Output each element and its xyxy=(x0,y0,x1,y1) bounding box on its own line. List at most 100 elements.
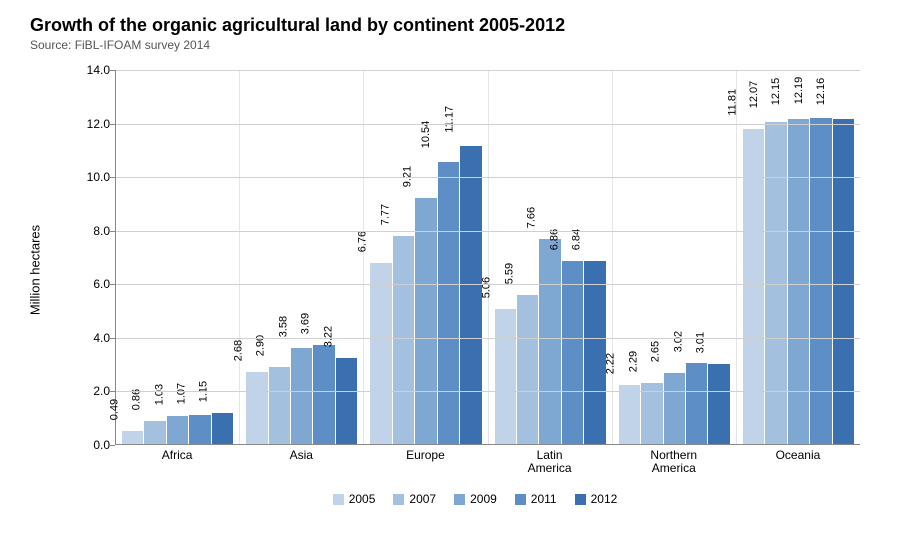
bar: 2.68 xyxy=(246,372,267,444)
bar-value-label: 2.22 xyxy=(605,353,617,374)
legend-swatch xyxy=(393,494,404,505)
bar: 1.07 xyxy=(189,415,210,444)
legend-label: 2007 xyxy=(409,492,436,506)
bar: 9.21 xyxy=(415,198,436,444)
bar: 5.59 xyxy=(517,295,538,444)
bar: 6.86 xyxy=(562,261,583,444)
bar: 12.16 xyxy=(833,119,854,444)
bar: 0.86 xyxy=(144,421,165,444)
bar-value-label: 3.01 xyxy=(694,331,706,352)
bar-value-label: 12.07 xyxy=(748,80,760,108)
bar-value-label: 11.81 xyxy=(726,88,738,115)
bar: 12.15 xyxy=(788,119,809,444)
plot-area: 0.490.861.031.071.152.682.903.583.693.22… xyxy=(115,70,860,445)
bar: 7.77 xyxy=(393,236,414,444)
bar: 11.81 xyxy=(743,129,764,444)
y-tick-mark xyxy=(110,70,115,71)
gridline xyxy=(116,231,860,232)
gridline xyxy=(116,391,860,392)
legend-swatch xyxy=(333,494,344,505)
bar: 11.17 xyxy=(460,146,481,444)
y-tick-label: 4.0 xyxy=(75,331,110,345)
legend-swatch xyxy=(515,494,526,505)
bar: 3.69 xyxy=(313,345,334,444)
bar: 5.06 xyxy=(495,309,516,444)
bar-value-label: 3.22 xyxy=(322,326,334,347)
legend-label: 2005 xyxy=(349,492,376,506)
gridline xyxy=(116,338,860,339)
x-category-label: NorthernAmerica xyxy=(612,444,736,470)
y-tick-mark xyxy=(110,338,115,339)
y-tick-label: 10.0 xyxy=(75,170,110,184)
bar: 7.66 xyxy=(539,239,560,444)
bar-value-label: 5.59 xyxy=(503,263,515,284)
legend-item: 2009 xyxy=(454,492,497,506)
bar-value-label: 6.84 xyxy=(570,229,582,250)
legend-item: 2011 xyxy=(515,492,557,506)
gridline xyxy=(116,284,860,285)
y-tick-mark xyxy=(110,177,115,178)
bar: 6.76 xyxy=(370,263,391,444)
chart-title: Growth of the organic agricultural land … xyxy=(30,15,870,36)
bar-group: 2.222.292.653.023.01 xyxy=(613,70,737,444)
y-tick-label: 12.0 xyxy=(75,117,110,131)
bar: 0.49 xyxy=(122,431,143,444)
bar: 3.22 xyxy=(336,358,357,444)
bar-value-label: 3.69 xyxy=(299,313,311,334)
bar-group: 2.682.903.583.693.22 xyxy=(240,70,364,444)
legend-swatch xyxy=(575,494,586,505)
bar-value-label: 6.76 xyxy=(356,231,368,252)
bar: 12.07 xyxy=(765,122,786,444)
y-tick-mark xyxy=(110,445,115,446)
bar-value-label: 12.16 xyxy=(816,78,828,106)
chart-plot: Million hectares 0.490.861.031.071.152.6… xyxy=(80,70,860,470)
y-tick-label: 0.0 xyxy=(75,438,110,452)
bar: 10.54 xyxy=(438,162,459,444)
legend-item: 2005 xyxy=(333,492,376,506)
bar-value-label: 1.03 xyxy=(153,384,165,405)
legend-item: 2007 xyxy=(393,492,436,506)
y-tick-mark xyxy=(110,391,115,392)
bar: 6.84 xyxy=(584,261,605,444)
y-tick-mark xyxy=(110,124,115,125)
bar: 3.02 xyxy=(686,363,707,444)
bar-value-label: 10.54 xyxy=(421,121,433,149)
legend-item: 2012 xyxy=(575,492,618,506)
legend-swatch xyxy=(454,494,465,505)
bar-group: 6.767.779.2110.5411.17 xyxy=(364,70,488,444)
bar: 3.01 xyxy=(708,364,729,444)
bar: 1.15 xyxy=(212,413,233,444)
gridline xyxy=(116,124,860,125)
gridline xyxy=(116,70,860,71)
bar: 12.19 xyxy=(810,118,831,444)
y-tick-label: 14.0 xyxy=(75,63,110,77)
bar-group: 5.065.597.666.866.84 xyxy=(489,70,613,444)
bar: 2.65 xyxy=(664,373,685,444)
bar-group: 11.8112.0712.1512.1912.16 xyxy=(737,70,860,444)
bar-value-label: 12.19 xyxy=(793,77,805,105)
bar-value-label: 2.29 xyxy=(627,351,639,372)
bar-value-label: 7.77 xyxy=(379,204,391,225)
x-category-label: Africa xyxy=(115,444,239,470)
x-category-label: Asia xyxy=(239,444,363,470)
y-tick-label: 8.0 xyxy=(75,224,110,238)
bar-value-label: 12.15 xyxy=(771,78,783,106)
bar-value-label: 3.02 xyxy=(672,331,684,352)
y-axis-label: Million hectares xyxy=(28,225,43,315)
y-tick-mark xyxy=(110,231,115,232)
legend-label: 2012 xyxy=(591,492,618,506)
bar: 2.22 xyxy=(619,385,640,444)
gridline xyxy=(116,177,860,178)
legend: 2005 2007 2009 2011 2012 xyxy=(80,492,870,506)
bar-value-label: 0.49 xyxy=(108,399,120,420)
chart-subtitle: Source: FiBL-IFOAM survey 2014 xyxy=(30,38,870,52)
legend-label: 2011 xyxy=(531,492,557,506)
bar: 1.03 xyxy=(167,416,188,444)
bar-group: 0.490.861.031.071.15 xyxy=(116,70,240,444)
bar-value-label: 2.65 xyxy=(650,341,662,362)
bar-value-label: 2.68 xyxy=(232,340,244,361)
bar-value-label: 6.86 xyxy=(548,229,560,250)
bar-value-label: 3.58 xyxy=(277,316,289,337)
x-category-label: LatinAmerica xyxy=(488,444,612,470)
bar: 2.90 xyxy=(269,367,290,444)
